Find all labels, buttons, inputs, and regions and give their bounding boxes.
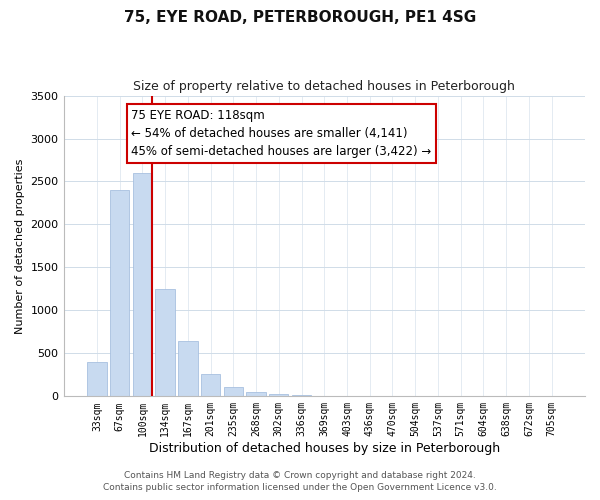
Bar — [224, 388, 243, 396]
Bar — [155, 289, 175, 397]
X-axis label: Distribution of detached houses by size in Peterborough: Distribution of detached houses by size … — [149, 442, 500, 455]
Bar — [87, 362, 107, 396]
Text: 75 EYE ROAD: 118sqm
← 54% of detached houses are smaller (4,141)
45% of semi-det: 75 EYE ROAD: 118sqm ← 54% of detached ho… — [131, 109, 431, 158]
Bar — [178, 342, 197, 396]
Text: Contains HM Land Registry data © Crown copyright and database right 2024.
Contai: Contains HM Land Registry data © Crown c… — [103, 471, 497, 492]
Bar — [247, 392, 266, 396]
Bar — [201, 374, 220, 396]
Y-axis label: Number of detached properties: Number of detached properties — [15, 158, 25, 334]
Bar — [110, 190, 130, 396]
Bar — [269, 394, 289, 396]
Title: Size of property relative to detached houses in Peterborough: Size of property relative to detached ho… — [133, 80, 515, 93]
Text: 75, EYE ROAD, PETERBOROUGH, PE1 4SG: 75, EYE ROAD, PETERBOROUGH, PE1 4SG — [124, 10, 476, 25]
Bar — [133, 173, 152, 396]
